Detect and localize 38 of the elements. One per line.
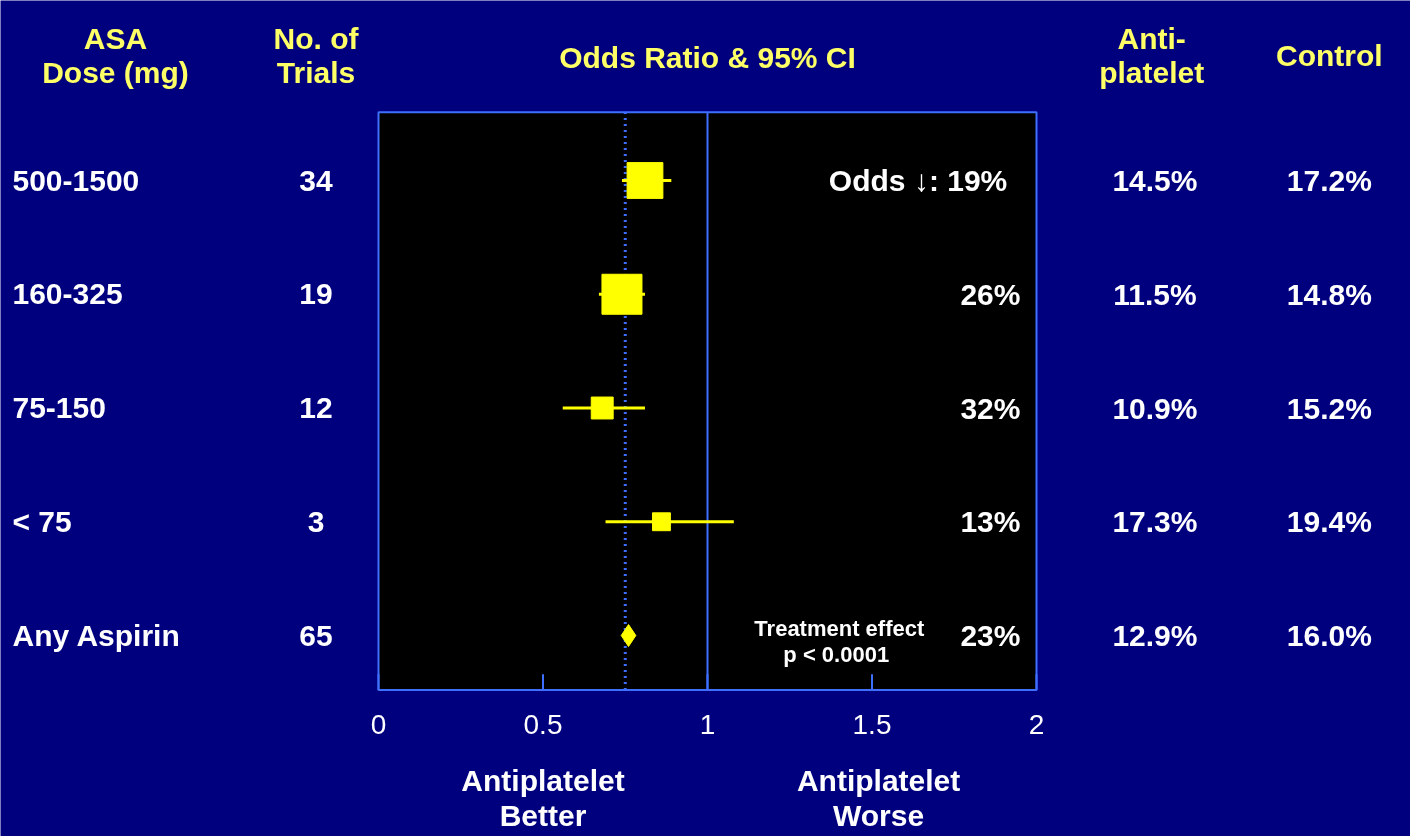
- text: 17.3%: [1112, 505, 1198, 539]
- text: No. of Trials: [273, 21, 360, 90]
- annotation: Odds ↓: 19%: [828, 164, 1008, 197]
- text: 10.9%: [1112, 391, 1198, 425]
- text: 14.5%: [1112, 164, 1198, 197]
- x-tick-label: 1: [699, 708, 716, 740]
- y-tick-label: < 75: [12, 505, 72, 539]
- text: 34: [299, 163, 333, 197]
- text: 15.2%: [1286, 391, 1372, 425]
- annotation: 23%: [960, 619, 1021, 652]
- text: Antiplatelet Worse: [796, 764, 961, 832]
- y-tick-label: Any Aspirin: [12, 619, 180, 652]
- text: 3: [307, 504, 325, 538]
- annotation: 32%: [960, 391, 1021, 425]
- text: 12: [299, 391, 333, 424]
- text: 14.8%: [1286, 277, 1372, 311]
- y-tick-label: 500-1500: [12, 163, 140, 197]
- text: 17.2%: [1286, 164, 1372, 197]
- y-axis-title: ASA Dose (mg): [42, 21, 189, 90]
- text: Control: [1275, 39, 1383, 72]
- text: 65: [299, 618, 333, 652]
- annotation: 26%: [960, 277, 1021, 311]
- x-tick-label: 0.5: [523, 708, 563, 740]
- annotation: Treatment effect p < 0.0001: [754, 615, 925, 667]
- x-tick-label: 2: [1028, 708, 1045, 740]
- y-tick-label: 160-325: [12, 277, 123, 311]
- chart-title: Odds Ratio & 95% CI: [559, 41, 856, 75]
- text: Anti- platelet: [1099, 21, 1205, 90]
- y-tick-label: 75-150: [12, 391, 106, 424]
- text: 19: [299, 277, 333, 311]
- text: 16.0%: [1286, 619, 1372, 652]
- annotation: 13%: [960, 505, 1021, 539]
- text: Antiplatelet Better: [461, 764, 625, 832]
- text: 12.9%: [1112, 619, 1198, 652]
- x-tick-label: 1.5: [852, 708, 892, 740]
- text: 19.4%: [1286, 505, 1372, 539]
- x-tick-label: 0: [370, 708, 387, 740]
- text: 11.5%: [1113, 277, 1197, 311]
